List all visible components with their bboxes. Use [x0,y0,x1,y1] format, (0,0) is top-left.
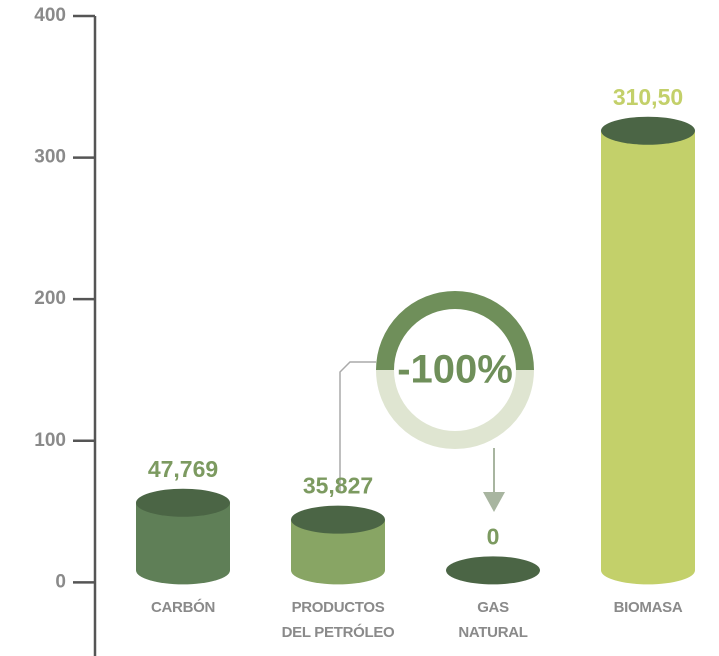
annotation-ring [339,291,534,512]
value-label: 35,827 [303,473,373,499]
y-tick-label: 100 [34,430,66,451]
y-tick-label: 0 [55,571,66,592]
y-tick-label: 300 [34,147,66,168]
bar [291,519,385,585]
bar-top [136,488,230,517]
bar [601,130,695,585]
x-tick-label: PRODUCTOS DEL PETRÓLEO [281,599,395,641]
x-tick-label: GAS NATURAL [458,599,528,641]
bar-top [291,505,385,534]
value-label: 0 [487,523,500,549]
x-tick-label: BIOMASA [613,599,683,616]
y-tick-label: 200 [34,288,66,309]
value-label: 47,769 [148,456,218,482]
x-tick-label: CARBÓN [150,599,216,616]
y-tick-label: 400 [34,5,66,26]
annotation: -100% [397,348,513,392]
bar [136,502,230,585]
value-label: 310,50 [613,84,683,110]
bar-top [446,556,540,585]
bar-top [601,116,695,145]
